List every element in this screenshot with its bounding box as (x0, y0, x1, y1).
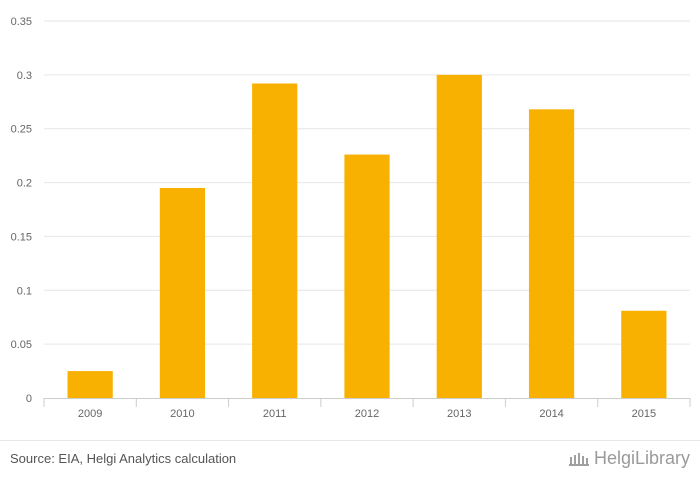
brand-logo[interactable]: HelgiLibrary (568, 448, 690, 469)
bar-chart: 0 0.05 0.1 0.15 0.2 0.25 0.3 0.35 2009 2010 2011 20… (11, 16, 691, 420)
y-tick-label: 0.15 (11, 231, 32, 243)
bar-2010 (159, 187, 206, 398)
x-tick-label: 2014 (539, 408, 563, 420)
y-tick-label: 0.05 (11, 339, 32, 351)
bar-2009 (67, 371, 113, 398)
bar-2015 (621, 310, 667, 398)
x-tick-label: 2011 (263, 408, 287, 420)
x-tick-label: 2010 (170, 408, 194, 420)
y-tick-label: 0.35 (11, 16, 32, 28)
x-tick-label: 2013 (447, 408, 471, 420)
footer-divider (0, 440, 700, 441)
y-tick-label: 0.1 (17, 285, 32, 297)
brand-name: HelgiLibrary (593, 448, 690, 468)
x-tick-label: 2009 (78, 408, 102, 420)
bar-2012 (344, 154, 390, 398)
x-tick-label: 2012 (355, 408, 379, 420)
y-tick-label: 0.3 (17, 70, 32, 82)
bar-2013 (436, 74, 482, 398)
bar-2011 (252, 83, 298, 398)
y-tick-label: 0.25 (11, 124, 32, 136)
y-tick-label: 0 (26, 393, 32, 405)
y-tick-label: 0.2 (17, 178, 32, 190)
x-tick-label: 2015 (632, 408, 656, 420)
chart-footer: Source: EIA, Helgi Analytics calculation… (0, 440, 700, 483)
library-logo-icon (568, 451, 590, 467)
bar-2014 (528, 109, 575, 398)
source-note: Source: EIA, Helgi Analytics calculation (10, 451, 237, 466)
